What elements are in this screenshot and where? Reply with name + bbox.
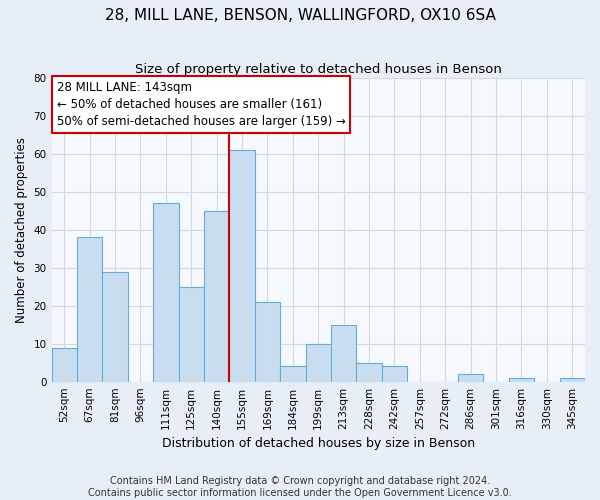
Bar bbox=[103, 272, 128, 382]
Bar bbox=[560, 378, 585, 382]
Y-axis label: Number of detached properties: Number of detached properties bbox=[15, 137, 28, 323]
Bar bbox=[305, 344, 331, 382]
Bar bbox=[255, 302, 280, 382]
Bar bbox=[77, 238, 103, 382]
X-axis label: Distribution of detached houses by size in Benson: Distribution of detached houses by size … bbox=[162, 437, 475, 450]
Bar bbox=[509, 378, 534, 382]
Bar bbox=[356, 362, 382, 382]
Bar bbox=[458, 374, 484, 382]
Text: 28, MILL LANE, BENSON, WALLINGFORD, OX10 6SA: 28, MILL LANE, BENSON, WALLINGFORD, OX10… bbox=[104, 8, 496, 22]
Text: 28 MILL LANE: 143sqm
← 50% of detached houses are smaller (161)
50% of semi-deta: 28 MILL LANE: 143sqm ← 50% of detached h… bbox=[57, 81, 346, 128]
Bar bbox=[204, 211, 229, 382]
Bar bbox=[229, 150, 255, 382]
Bar bbox=[153, 204, 179, 382]
Bar bbox=[382, 366, 407, 382]
Bar bbox=[179, 287, 204, 382]
Bar bbox=[331, 325, 356, 382]
Bar bbox=[280, 366, 305, 382]
Bar bbox=[52, 348, 77, 382]
Text: Contains HM Land Registry data © Crown copyright and database right 2024.
Contai: Contains HM Land Registry data © Crown c… bbox=[88, 476, 512, 498]
Title: Size of property relative to detached houses in Benson: Size of property relative to detached ho… bbox=[135, 62, 502, 76]
